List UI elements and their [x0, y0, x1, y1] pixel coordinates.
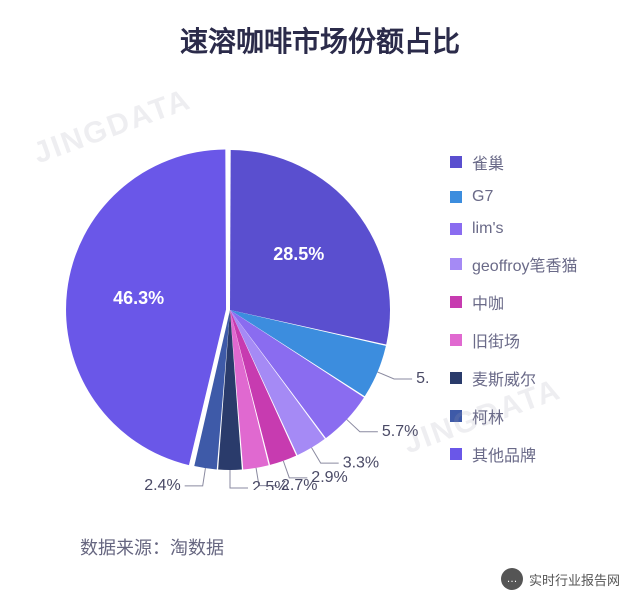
leader-line [283, 461, 307, 478]
legend-swatch [450, 410, 462, 422]
legend-swatch [450, 191, 462, 203]
footer-brand: … 实时行业报告网 [501, 568, 620, 590]
slice-label: 46.3% [113, 288, 164, 308]
slice-label: 2.4% [144, 477, 180, 490]
legend-label: G7 [472, 188, 493, 206]
legend-label: geoffroy笔香猫 [472, 252, 578, 276]
slice-label: 28.5% [273, 244, 324, 264]
legend-label: lim's [472, 220, 504, 238]
footer-brand-text: 实时行业报告网 [529, 570, 620, 589]
leader-line [230, 470, 248, 488]
leader-line [185, 468, 206, 486]
legend-item: 中咖 [450, 290, 578, 314]
legend-swatch [450, 258, 462, 270]
legend-item: 其他品牌 [450, 442, 578, 466]
slice-label: 5.6% [416, 370, 430, 387]
legend-swatch [450, 372, 462, 384]
legend-swatch [450, 334, 462, 346]
legend-item: 柯林 [450, 404, 578, 428]
slice-label: 3.3% [343, 454, 379, 471]
legend-item: geoffroy笔香猫 [450, 252, 578, 276]
legend-item: 麦斯威尔 [450, 366, 578, 390]
legend-label: 雀巢 [472, 150, 504, 174]
chart-title: 速溶咖啡市场份额占比 [0, 20, 640, 60]
legend-item: G7 [450, 188, 578, 206]
legend-swatch [450, 223, 462, 235]
legend-label: 旧街场 [472, 328, 520, 352]
legend-label: 中咖 [472, 290, 504, 314]
slice-label: 2.5% [252, 479, 288, 490]
legend-item: 雀巢 [450, 150, 578, 174]
wechat-icon: … [501, 568, 523, 590]
pie-chart: 28.5%5.6%5.7%3.3%2.9%2.7%2.5%2.4%46.3% [30, 130, 430, 490]
legend-swatch [450, 296, 462, 308]
legend-label: 麦斯威尔 [472, 366, 536, 390]
legend-label: 其他品牌 [472, 442, 536, 466]
data-source: 数据来源：淘数据 [80, 534, 224, 560]
legend: 雀巢 G7 lim's geoffroy笔香猫中咖旧街场麦斯威尔柯林其他品牌 [450, 150, 578, 480]
slice-label: 5.7% [382, 423, 418, 440]
legend-item: 旧街场 [450, 328, 578, 352]
legend-swatch [450, 448, 462, 460]
legend-label: 柯林 [472, 404, 504, 428]
legend-swatch [450, 156, 462, 168]
leader-line [378, 372, 413, 379]
leader-line [347, 419, 378, 431]
leader-line [312, 448, 339, 463]
legend-item: lim's [450, 220, 578, 238]
